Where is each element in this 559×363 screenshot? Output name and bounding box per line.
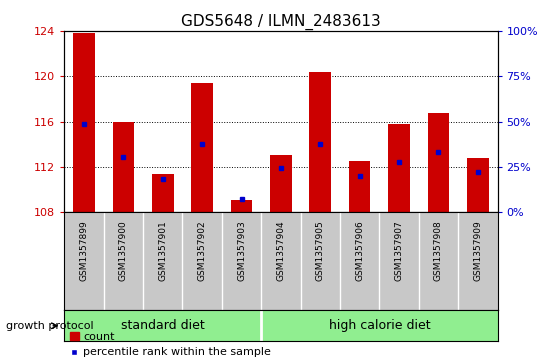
Text: GSM1357904: GSM1357904 [276, 220, 286, 281]
Legend: count, percentile rank within the sample: count, percentile rank within the sample [70, 332, 271, 358]
Text: GSM1357909: GSM1357909 [473, 220, 482, 281]
Text: GSM1357906: GSM1357906 [355, 220, 364, 281]
Title: GDS5648 / ILMN_2483613: GDS5648 / ILMN_2483613 [181, 13, 381, 29]
Bar [73, 33, 95, 212]
Bar [152, 174, 174, 212]
Bar [270, 155, 292, 212]
Bar [231, 200, 252, 212]
Bar [64, 310, 261, 341]
Bar [191, 83, 213, 212]
Text: GSM1357903: GSM1357903 [237, 220, 246, 281]
Text: GSM1357905: GSM1357905 [316, 220, 325, 281]
Text: standard diet: standard diet [121, 319, 205, 332]
Text: GSM1357901: GSM1357901 [158, 220, 167, 281]
Bar [467, 158, 489, 212]
Bar [261, 310, 498, 341]
Text: growth protocol: growth protocol [6, 321, 93, 331]
Text: GSM1357907: GSM1357907 [395, 220, 404, 281]
Text: high calorie diet: high calorie diet [329, 319, 430, 332]
Bar [310, 72, 331, 212]
Bar [112, 122, 134, 212]
Text: GSM1357899: GSM1357899 [79, 220, 88, 281]
Text: GSM1357908: GSM1357908 [434, 220, 443, 281]
Bar [388, 124, 410, 212]
Text: GSM1357902: GSM1357902 [198, 220, 207, 281]
Text: GSM1357900: GSM1357900 [119, 220, 128, 281]
Bar [428, 113, 449, 212]
Bar [349, 161, 371, 212]
